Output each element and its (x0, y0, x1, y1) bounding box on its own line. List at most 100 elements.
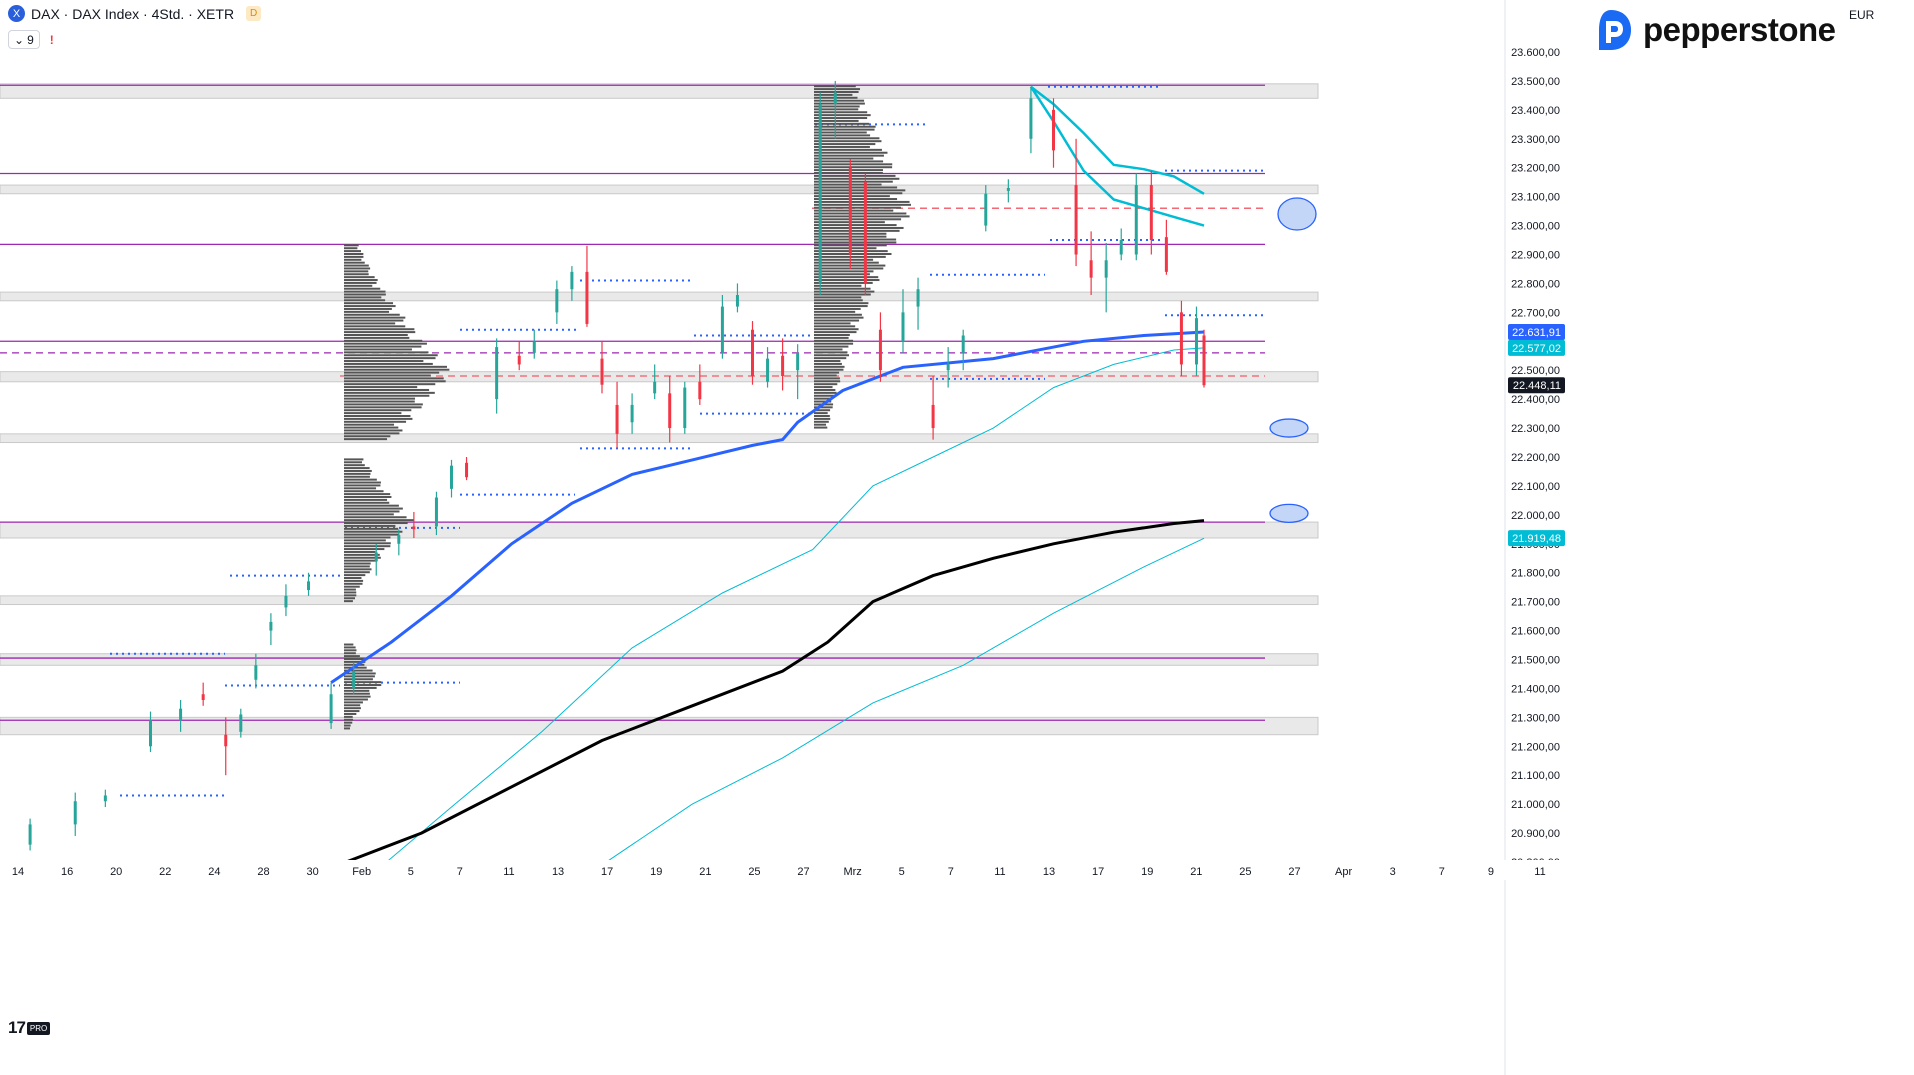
volume-profile-bar (814, 200, 910, 203)
indicator-toggle-button[interactable]: ⌄ 9 (8, 30, 40, 49)
volume-profile-bar (344, 594, 357, 597)
price-label-tag (1508, 324, 1565, 341)
volume-profile-bar (814, 148, 882, 151)
indicator-line (1030, 85, 1205, 195)
volume-profile-bar (344, 669, 373, 672)
volume-profile-bar (344, 403, 423, 406)
price-tick-label: 23.600,00 (1511, 47, 1560, 59)
volume-profile-bar (814, 388, 836, 391)
time-tick-label: 25 (748, 866, 760, 878)
price-tick-label: 23.500,00 (1511, 76, 1560, 88)
volume-profile-bar (344, 423, 395, 426)
volume-profile-bar (814, 336, 849, 339)
candle-body (532, 341, 536, 353)
volume-profile-bar (814, 426, 828, 429)
candle-body (179, 708, 183, 721)
time-tick-label: 19 (650, 866, 662, 878)
volume-profile-bar (344, 658, 364, 660)
price-tick-label: 22.000,00 (1511, 510, 1560, 522)
volume-profile-bar (814, 169, 883, 172)
volume-profile-bar (344, 600, 353, 603)
volume-profile-bar (814, 412, 828, 415)
volume-profile-bar (344, 429, 403, 432)
candle-body (1052, 109, 1055, 151)
volume-profile-bar (344, 652, 356, 655)
volume-profile-bar (814, 238, 897, 241)
volume-profile-bar (814, 368, 844, 371)
candle-body (103, 795, 107, 802)
volume-profile-bar (344, 420, 407, 423)
volume-profile-bar (344, 672, 376, 675)
volume-profile-bar (344, 577, 362, 579)
candle-body (946, 364, 950, 371)
time-axis[interactable]: 14 16 20 22 24 28 30 Feb 5 7 11 13 17 19 21 25 27 Mrz 5 7 11… (0, 860, 1914, 880)
alert-icon[interactable]: ! (49, 32, 54, 47)
volume-profile-bar (344, 597, 355, 600)
volume-profile-bar (344, 686, 377, 689)
candle-body (833, 92, 837, 105)
time-tick-label: 13 (552, 866, 564, 878)
volume-profile-bar (344, 345, 422, 348)
candle-body (818, 104, 822, 284)
time-tick-label: 27 (1288, 866, 1300, 878)
candle-body (916, 289, 920, 307)
series-layer (330, 85, 1205, 872)
volume-profile-bar (814, 287, 871, 290)
volume-profile-bar (344, 660, 366, 663)
time-tick-label: Mrz (843, 866, 861, 878)
candle-body (615, 404, 619, 434)
symbol-title[interactable]: DAX · DAX Index · 4Std. · XETR (31, 5, 235, 22)
volume-profile-bar (344, 354, 438, 357)
indicator-line (330, 330, 1205, 684)
session-marker (1269, 503, 1309, 524)
volume-profile-bar (344, 684, 382, 687)
price-label-tag (1508, 377, 1565, 394)
volume-profile-bar (344, 568, 372, 571)
volume-profile-bar (344, 284, 373, 287)
candle-body (901, 312, 905, 342)
candle-body (848, 167, 852, 255)
price-tick-label: 21.400,00 (1511, 683, 1560, 695)
chevron-down-icon: ⌄ (14, 32, 25, 47)
candle-body (878, 329, 882, 371)
candle-body (28, 824, 32, 845)
volume-profile-bar (344, 646, 356, 649)
candle-body (781, 355, 785, 376)
volume-profile-bar (814, 117, 868, 120)
price-axis[interactable]: 23.600,00 23.500,00 23.400,00 23.300,00 23.2… (1504, 0, 1570, 1075)
volume-profile-bar (814, 261, 879, 264)
volume-profile-bar (814, 334, 850, 336)
volume-profile-bar (814, 420, 829, 423)
volume-profile-bar (814, 394, 836, 397)
volume-profile-bar (814, 276, 879, 279)
volume-profile-bar (814, 174, 896, 177)
volume-profile-bar (344, 250, 361, 253)
brand-logo: pepperstone (1589, 8, 1836, 52)
chart-header[interactable]: X DAX · DAX Index · 4Std. · XETR D (8, 5, 262, 22)
currency-label[interactable]: EUR (1849, 8, 1875, 22)
volume-profile-bar (344, 339, 423, 342)
candle-body (450, 465, 453, 489)
zone-rect (0, 433, 1319, 444)
candle-layer[interactable] (28, 80, 1206, 851)
volume-profile-bar (814, 119, 859, 122)
volume-profile-bar (344, 553, 380, 556)
candle-body (683, 387, 687, 429)
volume-profile-bar (344, 692, 370, 695)
volume-profile-bar (344, 643, 354, 646)
volume-profile-bar (344, 524, 396, 527)
volume-profile-bar (344, 336, 410, 339)
volume-profile-bar (344, 255, 364, 258)
brand-name: pepperstone (1643, 11, 1836, 48)
candle-body (863, 182, 867, 284)
volume-profile-bar (344, 438, 388, 441)
candle-body (630, 404, 634, 423)
candle-body (1179, 312, 1183, 365)
volume-profile-bar (814, 351, 848, 354)
volume-profile-bar (344, 579, 364, 582)
price-tick-label: 22.200,00 (1511, 452, 1560, 464)
price-tick-label: 22.300,00 (1511, 423, 1560, 435)
volume-profile-bar (344, 458, 364, 461)
tradingview-logo[interactable]: 17 PRO (8, 1018, 51, 1038)
